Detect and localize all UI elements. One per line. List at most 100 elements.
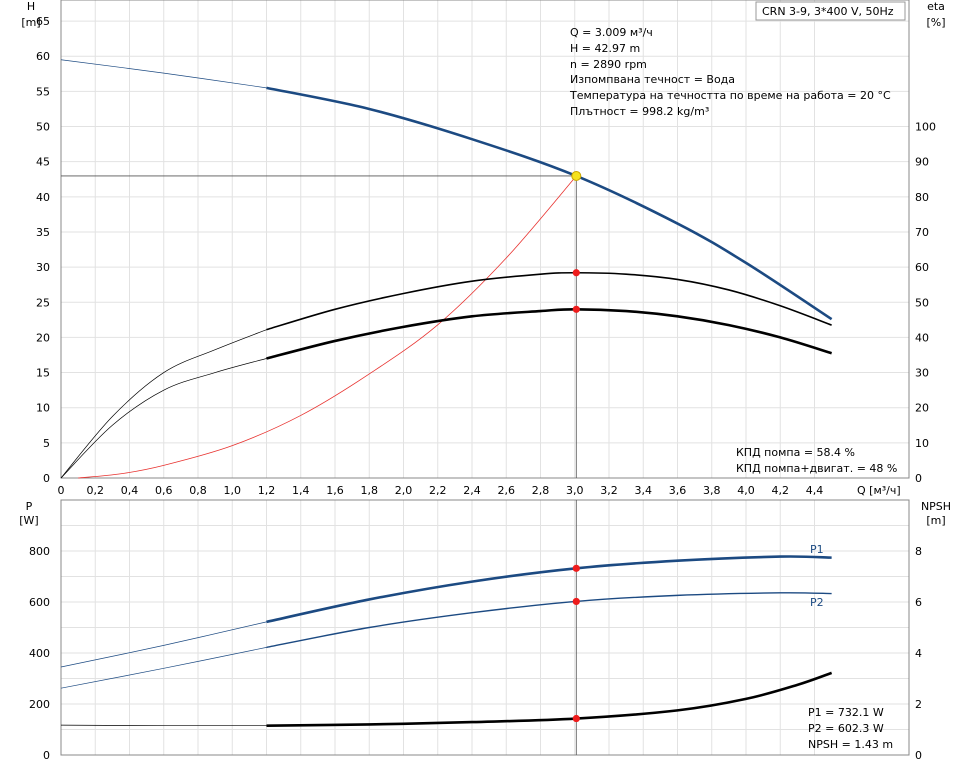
p2-series-label: P2 [810,596,824,609]
p1-series-label: P1 [810,543,824,556]
x-tick-label: 4,0 [737,484,755,497]
x-tick-label: 4,4 [806,484,824,497]
top-y-tick-label: 40 [36,191,50,204]
top-y2-tick-label: 60 [915,261,929,274]
head-curve-extension [60,59,267,89]
duty-point-marker [571,170,582,181]
info-head: H = 42.97 m [570,42,640,55]
top-y-tick-label: 60 [36,50,50,63]
power-marker [572,564,580,572]
bottom-y-tick-label: 0 [43,749,50,762]
x-tick-label: 0,8 [189,484,207,497]
total-efficiency-curve-extension [60,358,267,479]
duty-info-block: Q = 3.009 м³/ч H = 42.97 m n = 2890 rpm … [569,26,891,118]
npsh-marker [572,714,580,723]
info-liquid: Изпомпвана течност = Вода [570,73,735,86]
top-y2-axis-title-line1: eta [927,0,945,13]
top-y2-tick-label: 70 [915,226,929,239]
pump-efficiency-curve [266,271,832,331]
info-p1: P1 = 732.1 W [808,706,884,719]
x-tick-label: 0 [58,484,65,497]
x-tick-label: 0,2 [87,484,105,497]
bottom-y-tick-label: 800 [29,545,50,558]
x-tick-label: 3,6 [669,484,687,497]
top-y2-tick-label: 0 [915,472,922,485]
head-curve [266,86,833,321]
top-y2-tick-label: 80 [915,191,929,204]
bottom-y-tick-label: 600 [29,596,50,609]
power-info-block: P1 = 732.1 W P2 = 602.3 W NPSH = 1.43 m [808,706,893,751]
top-plot-frame [60,0,910,479]
bottom-y2-tick-label: 8 [915,545,922,558]
bottom-y2-axis-title-line2: [m] [926,514,945,527]
bottom-y2-tick-label: 2 [915,698,922,711]
info-density: Плътност = 998.2 kg/m³ [570,105,709,118]
npsh-curve [266,671,833,727]
top-y2-tick-label: 40 [915,331,929,344]
system-curve [78,175,577,479]
p1-curve-extension [60,621,267,668]
top-y2-tick-label: 30 [915,367,929,380]
efficiency-info-block: КПД помпа = 58.4 % КПД помпа+двигат. = 4… [736,446,897,475]
grid-layer [60,0,910,756]
power-marker [572,597,580,606]
top-y-tick-label: 10 [36,402,50,415]
top-y-tick-label: 50 [36,121,50,134]
x-tick-label: 0,6 [155,484,173,497]
x-tick-label: 2,4 [463,484,481,497]
top-y-tick-label: 15 [36,367,50,380]
pump-efficiency-curve-extension [60,329,267,479]
curve-layer [60,59,833,727]
top-y-tick-label: 30 [36,261,50,274]
p1-curve [266,555,832,624]
efficiency-marker [572,269,580,277]
top-y2-tick-label: 100 [915,121,936,134]
top-y2-tick-label: 90 [915,156,929,169]
top-y-tick-label: 20 [36,331,50,344]
top-y-tick-label: 55 [36,85,50,98]
x-tick-label: 1,8 [361,484,379,497]
top-y-tick-label: 5 [43,437,50,450]
top-y-tick-label: 0 [43,472,50,485]
x-tick-label: 1,2 [258,484,276,497]
p2-curve [266,592,832,649]
efficiency-marker [572,305,580,313]
bottom-y2-axis-title-line1: NPSH [921,500,951,513]
top-y-tick-label: 25 [36,296,50,309]
total-efficiency-curve [266,307,833,360]
bottom-y2-tick-label: 6 [915,596,922,609]
x-tick-label: 2,6 [498,484,516,497]
x-tick-label: 2,2 [429,484,447,497]
pump-model-box [755,1,906,21]
bottom-y2-tick-label: 0 [915,749,922,762]
info-total-efficiency: КПД помпа+двигат. = 48 % [736,462,897,475]
x-tick-label: 3,4 [635,484,653,497]
info-speed: n = 2890 rpm [570,58,647,71]
info-temperature: Температура на течността по време на раб… [569,89,891,102]
x-axis-title: Q [м³/ч] [857,484,901,497]
x-tick-label: 2,8 [532,484,550,497]
bottom-y-tick-label: 400 [29,647,50,660]
p2-curve-extension [60,647,267,689]
npsh-curve-extension [60,724,267,727]
top-y-axis-title-line2: [m] [21,16,40,29]
info-p2: P2 = 602.3 W [808,722,884,735]
x-tick-label: 1,4 [292,484,310,497]
x-tick-label: 0,4 [121,484,139,497]
top-y2-tick-label: 20 [915,402,929,415]
top-y2-axis-title-line2: [%] [926,16,945,29]
top-y2-tick-label: 10 [915,437,929,450]
top-y-tick-label: 35 [36,226,50,239]
info-flow: Q = 3.009 м³/ч [570,26,653,39]
x-tick-label: 1,0 [224,484,242,497]
x-tick-label: 3,8 [703,484,721,497]
bottom-y-axis-title-line1: P [26,500,33,513]
info-npsh: NPSH = 1.43 m [808,738,893,751]
top-y-axis-title-line1: H [27,0,35,13]
bottom-y-axis-title-line2: [W] [19,514,38,527]
x-tick-label: 2,0 [395,484,413,497]
pump-model-label: CRN 3-9, 3*400 V, 50Hz [762,5,894,18]
top-y2-tick-label: 50 [915,296,929,309]
bottom-y2-tick-label: 4 [915,647,922,660]
